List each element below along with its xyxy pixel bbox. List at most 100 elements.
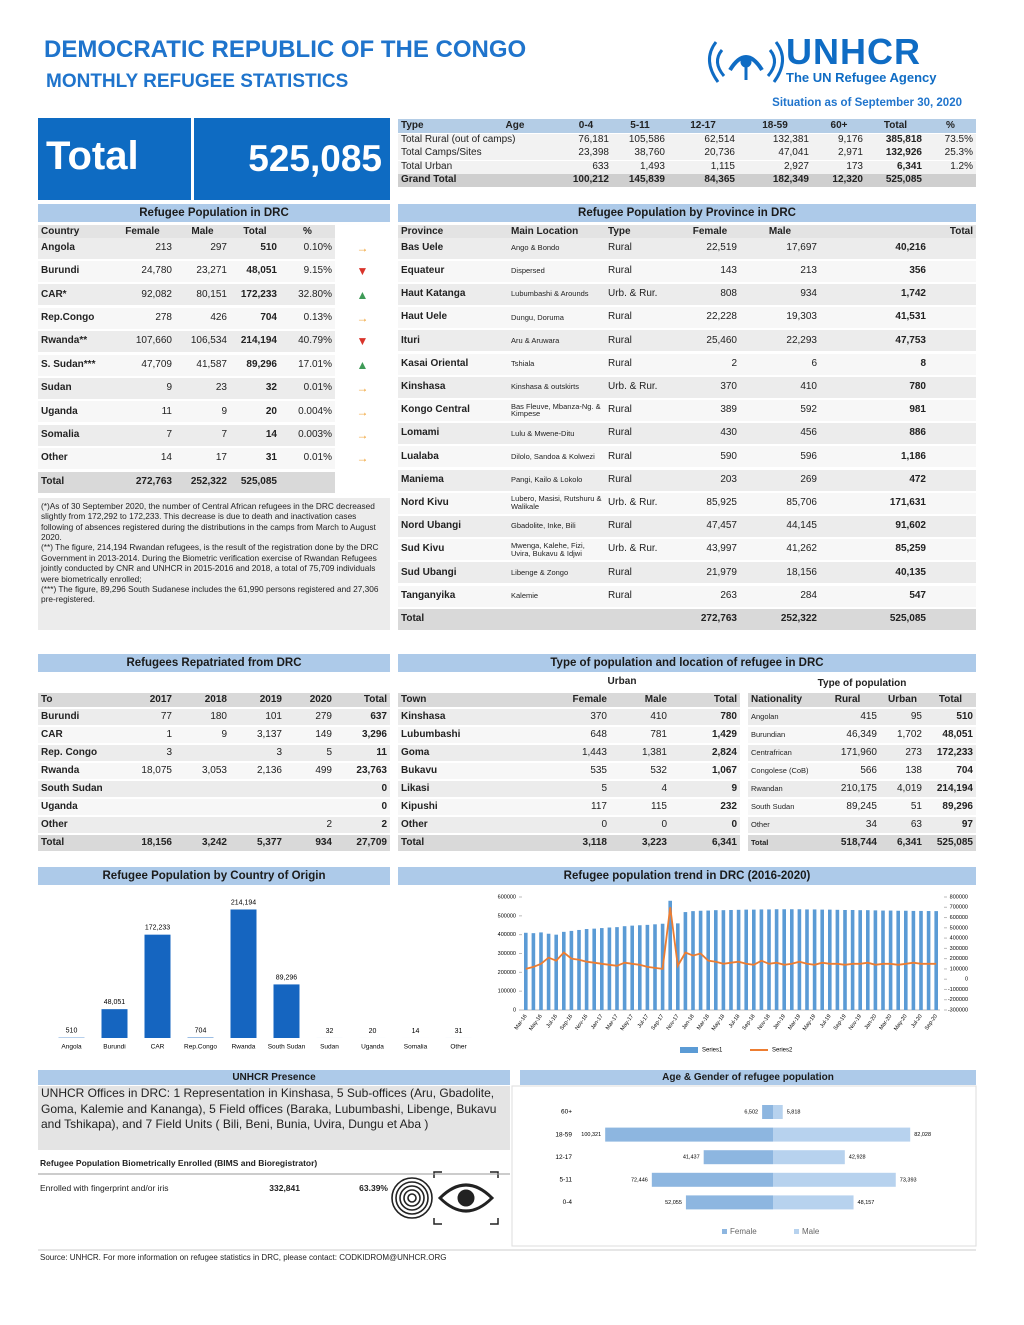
- table-cell: 214,194: [240, 335, 277, 347]
- row-label: Total Camps/Sites: [401, 147, 482, 159]
- x-tick-label: Sep-16: [559, 1014, 574, 1032]
- table-cell: 886: [909, 427, 926, 439]
- row-label: Angola: [41, 241, 75, 253]
- row-label: Other: [41, 452, 68, 464]
- table-cell: Rural: [608, 450, 632, 462]
- row-label: Congolese (CoB): [751, 766, 809, 776]
- table-cell: 1: [166, 728, 172, 740]
- bar: [651, 1172, 773, 1187]
- section-heading: Refugee Population in DRC: [38, 204, 390, 222]
- table-cell: Mwenga, Kalehe, Fizi, Uvira, Bukavu & Id…: [511, 540, 585, 558]
- table-cell: 24,780: [141, 265, 172, 277]
- row-label: Rwanda**: [41, 335, 88, 347]
- section-heading: Refugees Repatriated from DRC: [38, 654, 390, 672]
- bar: [911, 910, 916, 1010]
- bar: [773, 1195, 854, 1210]
- table-cell: →: [356, 404, 369, 419]
- table-cell: 2,824: [711, 746, 737, 758]
- bar: [622, 926, 627, 1010]
- table-cell: Gbadolite, Inke, Bili: [511, 521, 576, 531]
- column-header: Total: [363, 693, 387, 705]
- table-row: [38, 471, 335, 493]
- column-header: Nationality: [751, 693, 803, 705]
- column-header: Main Location: [511, 225, 579, 237]
- column-header: Female: [572, 693, 607, 705]
- table-row: [398, 307, 976, 329]
- row-label: Total: [401, 836, 425, 848]
- table-cell: Urb. & Rur.: [608, 288, 658, 300]
- table-cell: 9: [731, 782, 737, 794]
- bar: [685, 1195, 773, 1210]
- table-cell: 145,839: [628, 174, 665, 186]
- table-cell: 172,233: [240, 288, 277, 300]
- column-header: Female: [125, 225, 160, 237]
- row-label: Kinshasa: [401, 710, 446, 722]
- enrolled-count: 332,841: [269, 1183, 300, 1193]
- table-cell: 5,377: [256, 836, 282, 848]
- bar: [767, 909, 771, 1010]
- table-cell: 23,763: [356, 764, 387, 776]
- bar: [607, 927, 612, 1010]
- x-tick-label: Angola: [61, 1044, 82, 1051]
- table-cell: 85,706: [786, 496, 817, 508]
- data-label: 31: [455, 1028, 463, 1035]
- table-row: [398, 147, 976, 160]
- column-header: Total: [243, 225, 267, 237]
- x-tick-label: Jan-19: [772, 1014, 787, 1031]
- table-cell: 9: [221, 405, 227, 417]
- table-row: [38, 354, 335, 376]
- x-tick-label: South Sudan: [268, 1044, 306, 1051]
- table-cell: 19,303: [786, 311, 817, 323]
- line: [525, 907, 937, 970]
- table-row: [398, 160, 976, 174]
- table-cell: 0.10%: [303, 241, 332, 253]
- table-row: [398, 399, 976, 421]
- table-cell: 6,341: [711, 836, 737, 848]
- table-cell: 0: [601, 818, 607, 830]
- table-cell: 2: [731, 357, 737, 369]
- row-label: Lomami: [401, 427, 440, 439]
- row-label: Bas Uele: [401, 241, 444, 253]
- table-cell: 0.003%: [298, 428, 332, 440]
- row-label: CAR: [41, 728, 63, 740]
- table-cell: Rural: [608, 589, 632, 601]
- table-cell: Ango & Bondo: [511, 243, 560, 253]
- bar: [896, 910, 900, 1010]
- presence-text: UNHCR Offices in DRC: 1 Representation i…: [38, 1086, 510, 1150]
- row-label: Uganda: [41, 405, 78, 417]
- table-cell: →: [356, 427, 369, 442]
- row-label: Haut Katanga: [401, 288, 466, 300]
- table-cell: 269: [800, 473, 817, 485]
- table-cell: 132,381: [772, 133, 809, 145]
- table-row: [38, 284, 335, 306]
- table-cell: 14: [160, 452, 172, 464]
- table-cell: 18,075: [141, 764, 172, 776]
- table-header-row: [398, 693, 740, 707]
- table-cell: 25.3%: [944, 147, 973, 159]
- table-cell: 592: [800, 404, 817, 416]
- table-cell: 263: [720, 589, 737, 601]
- table-cell: 180: [210, 710, 227, 722]
- table-cell: 105,586: [628, 133, 665, 145]
- table-cell: 32: [265, 382, 277, 394]
- table-row: [748, 709, 976, 725]
- x-tick-label: Jan-20: [864, 1014, 879, 1031]
- table-cell: 12,320: [832, 174, 863, 186]
- table-cell: ▼: [356, 264, 369, 279]
- row-label: Likasi: [401, 782, 430, 794]
- y-tick-label: 200000: [498, 970, 516, 976]
- eye-icon: [433, 1171, 499, 1225]
- x-tick-label: Mar-17: [605, 1014, 620, 1032]
- table-cell: 430: [720, 427, 737, 439]
- column-header: 2019: [259, 693, 282, 705]
- table-cell: 4,019: [896, 782, 922, 794]
- table-cell: 138: [905, 764, 922, 776]
- row-label: Maniema: [401, 473, 444, 485]
- table-cell: 2,136: [256, 764, 282, 776]
- data-label: 73,393: [900, 1177, 917, 1183]
- column-header: 12-17: [690, 119, 716, 131]
- x-tick-label: Nov-16: [574, 1014, 589, 1032]
- x-tick-label: Rep.Congo: [184, 1044, 217, 1051]
- row-label: Angolan: [751, 712, 779, 722]
- data-label: 214,194: [231, 899, 256, 906]
